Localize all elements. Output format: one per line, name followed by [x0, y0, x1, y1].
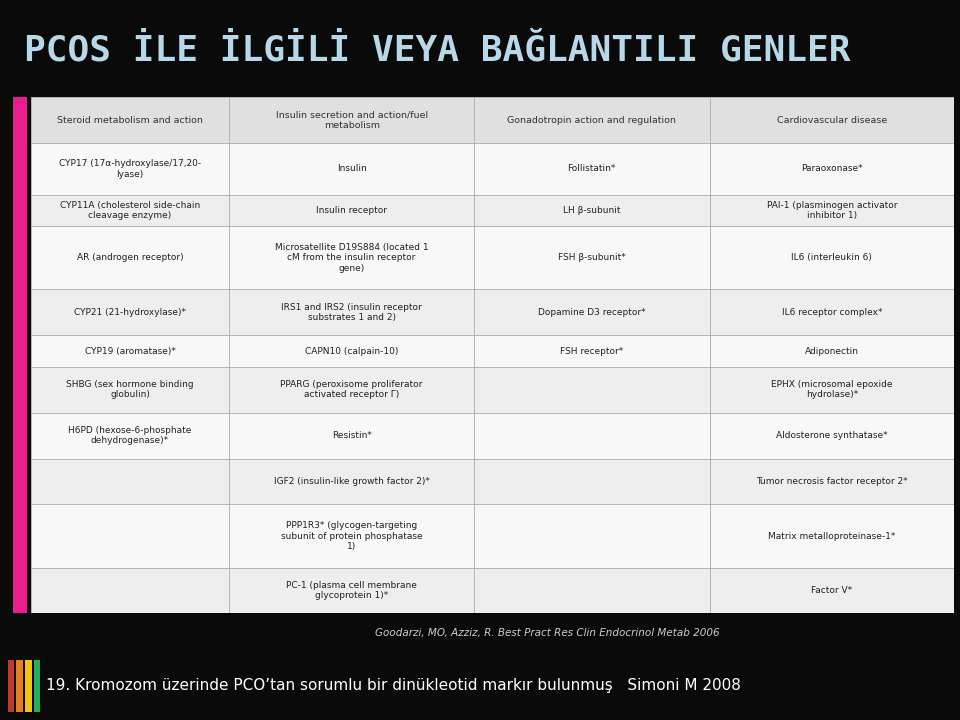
- Text: CYP21 (21-hydroxylase)*: CYP21 (21-hydroxylase)*: [74, 308, 186, 317]
- Text: Dopamine D3 receptor*: Dopamine D3 receptor*: [538, 308, 645, 317]
- Bar: [709, 97, 954, 143]
- Text: AR (androgen receptor): AR (androgen receptor): [77, 253, 183, 262]
- Text: PAI-1 (plasminogen activator
inhibitor 1): PAI-1 (plasminogen activator inhibitor 1…: [767, 201, 898, 220]
- Bar: [31, 143, 954, 194]
- Bar: [16, 660, 23, 712]
- Text: IL6 receptor complex*: IL6 receptor complex*: [781, 308, 882, 317]
- Text: CYP17 (17α-hydroxylase/17,20-
lyase): CYP17 (17α-hydroxylase/17,20- lyase): [59, 159, 201, 179]
- Text: CYP19 (aromatase)*: CYP19 (aromatase)*: [84, 346, 176, 356]
- Text: Goodarzi, MO, Azziz, R. Best Pract Res Clin Endocrinol Metab 2006: Goodarzi, MO, Azziz, R. Best Pract Res C…: [375, 628, 719, 637]
- Text: CYP11A (cholesterol side-chain
cleavage enzyme): CYP11A (cholesterol side-chain cleavage …: [60, 201, 200, 220]
- Text: SHBG (sex hormone binding
globulin): SHBG (sex hormone binding globulin): [66, 380, 194, 400]
- Bar: [31, 289, 954, 336]
- Bar: [31, 194, 954, 226]
- Text: Microsatellite D19S884 (located 1
cM from the insulin receptor
gene): Microsatellite D19S884 (located 1 cM fro…: [275, 243, 428, 273]
- Bar: [31, 336, 954, 366]
- Text: 19. Kromozom üzerinde PCO’tan sorumlu bir dinükleotid markır bulunmuş   Simoni M: 19. Kromozom üzerinde PCO’tan sorumlu bi…: [46, 678, 741, 693]
- Text: Factor V*: Factor V*: [811, 586, 852, 595]
- Bar: [31, 366, 954, 413]
- Text: Insulin receptor: Insulin receptor: [316, 206, 387, 215]
- Bar: [8, 660, 14, 712]
- Text: CAPN10 (calpain-10): CAPN10 (calpain-10): [305, 346, 398, 356]
- Text: Insulin secretion and action/fuel
metabolism: Insulin secretion and action/fuel metabo…: [276, 110, 428, 130]
- Bar: [25, 660, 32, 712]
- Text: Adiponectin: Adiponectin: [804, 346, 859, 356]
- Text: Paraoxonase*: Paraoxonase*: [801, 164, 863, 174]
- Text: PPP1R3* (glycogen-targeting
subunit of protein phosphatase
1): PPP1R3* (glycogen-targeting subunit of p…: [281, 521, 422, 551]
- Text: PCOS İLE İLGİLİ VEYA BAĞLANTILI GENLER: PCOS İLE İLGİLİ VEYA BAĞLANTILI GENLER: [24, 34, 851, 68]
- Bar: [12, 97, 27, 613]
- Text: FSH β-subunit*: FSH β-subunit*: [558, 253, 626, 262]
- Bar: [31, 97, 229, 143]
- Text: Steroid metabolism and action: Steroid metabolism and action: [57, 116, 203, 125]
- Text: Gonadotropin action and regulation: Gonadotropin action and regulation: [507, 116, 676, 125]
- Text: Insulin: Insulin: [337, 164, 367, 174]
- Text: EPHX (microsomal epoxide
hydrolase)*: EPHX (microsomal epoxide hydrolase)*: [771, 380, 893, 400]
- Bar: [474, 97, 709, 143]
- Text: PPARG (peroxisome proliferator
activated receptor Γ): PPARG (peroxisome proliferator activated…: [280, 380, 422, 400]
- Bar: [229, 97, 474, 143]
- Text: Aldosterone synthatase*: Aldosterone synthatase*: [776, 431, 888, 440]
- Bar: [31, 459, 954, 505]
- Text: PC-1 (plasma cell membrane
glycoprotein 1)*: PC-1 (plasma cell membrane glycoprotein …: [286, 581, 417, 600]
- Bar: [31, 567, 954, 613]
- Text: H6PD (hexose-6-phosphate
dehydrogenase)*: H6PD (hexose-6-phosphate dehydrogenase)*: [68, 426, 192, 446]
- Bar: [34, 660, 40, 712]
- Bar: [31, 226, 954, 289]
- Text: FSH receptor*: FSH receptor*: [560, 346, 623, 356]
- Text: Resistin*: Resistin*: [332, 431, 372, 440]
- Text: Follistatin*: Follistatin*: [567, 164, 616, 174]
- Text: Cardiovascular disease: Cardiovascular disease: [777, 116, 887, 125]
- Text: IL6 (interleukin 6): IL6 (interleukin 6): [791, 253, 873, 262]
- Text: Tumor necrosis factor receptor 2*: Tumor necrosis factor receptor 2*: [756, 477, 908, 486]
- Text: IGF2 (insulin-like growth factor 2)*: IGF2 (insulin-like growth factor 2)*: [274, 477, 429, 486]
- Bar: [31, 505, 954, 567]
- Text: IRS1 and IRS2 (insulin receptor
substrates 1 and 2): IRS1 and IRS2 (insulin receptor substrat…: [281, 302, 422, 322]
- Text: LH β-subunit: LH β-subunit: [563, 206, 620, 215]
- Text: Matrix metalloproteinase-1*: Matrix metalloproteinase-1*: [768, 531, 896, 541]
- Bar: [31, 413, 954, 459]
